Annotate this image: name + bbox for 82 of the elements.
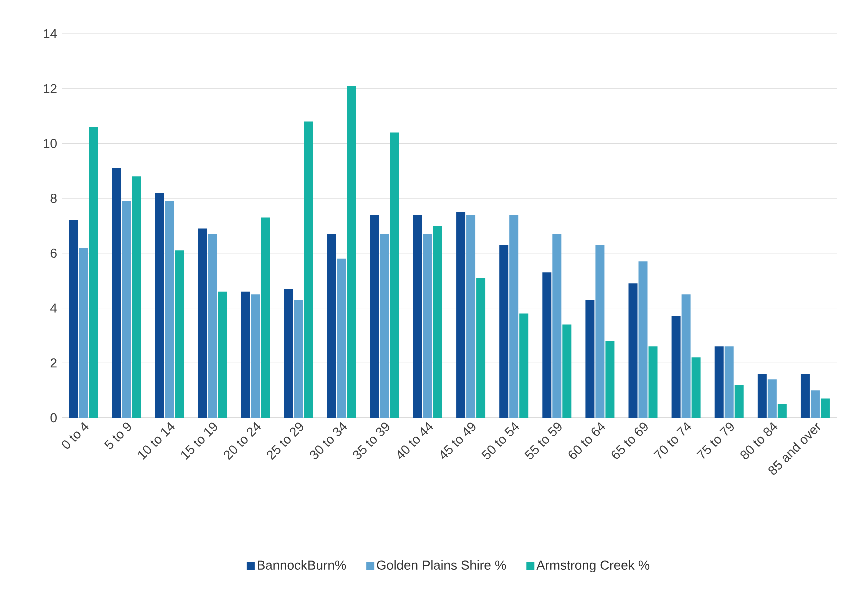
bar (423, 234, 432, 418)
bar (112, 168, 122, 418)
bar (778, 404, 787, 418)
x-tick-label: 30 to 34 (310, 422, 348, 460)
bar (466, 215, 476, 418)
bar (476, 278, 486, 418)
y-tick-label: 2 (50, 358, 57, 368)
bar (165, 201, 174, 418)
bar (606, 341, 615, 418)
y-tick-label: 6 (50, 248, 57, 258)
x-tick-label: 5 to 9 (104, 422, 132, 450)
bar (596, 245, 605, 418)
bar (198, 228, 208, 418)
bar (337, 258, 346, 418)
bar (628, 284, 638, 418)
x-tick-label: 75 to 79 (696, 422, 734, 460)
y-tick-label: 14 (44, 30, 58, 38)
bar (648, 346, 658, 418)
y-tick-label: 8 (50, 194, 57, 204)
x-tick-label: 35 to 39 (353, 422, 390, 460)
bar (69, 220, 78, 418)
bar (810, 390, 820, 418)
bar (208, 234, 218, 418)
y-tick-label: 10 (44, 139, 57, 148)
y-tick-label: 12 (44, 84, 57, 94)
x-tick-label: 60 to 64 (568, 422, 606, 460)
bar (500, 245, 509, 418)
bar (714, 346, 724, 418)
x-tick-label: 50 to 54 (482, 422, 520, 460)
bar (433, 226, 442, 418)
bar (586, 300, 595, 418)
bar (768, 380, 777, 418)
bar (380, 234, 390, 418)
x-tick-label: 55 to 59 (524, 422, 562, 460)
y-tick-label: 0 (50, 413, 57, 423)
bar (79, 248, 88, 418)
bar (122, 201, 132, 418)
legend-label: Golden Plains Shire % (377, 560, 506, 570)
bar (734, 385, 744, 418)
bar (724, 346, 734, 418)
bar (175, 250, 184, 418)
bar (89, 127, 98, 418)
bar (510, 215, 519, 418)
bar (132, 176, 142, 418)
bar (304, 122, 314, 418)
y-tick-label: 4 (50, 304, 58, 313)
x-tick-label: 0 to 4 (62, 422, 89, 449)
bar (542, 272, 552, 418)
bar (390, 132, 400, 418)
bar (241, 292, 250, 418)
bar (552, 234, 562, 418)
x-tick-label: 40 to 44 (398, 422, 434, 460)
bar (758, 374, 767, 418)
bar (520, 314, 529, 418)
bar (672, 316, 681, 418)
bar (294, 300, 304, 418)
bar (284, 289, 294, 418)
bar (218, 292, 228, 418)
bar (251, 294, 260, 418)
legend-label: Armstrong Creek % (536, 560, 650, 573)
bar (347, 86, 356, 418)
legend-label: BannockBurn% (258, 560, 346, 570)
x-tick-label: 65 to 69 (612, 422, 648, 460)
bar (562, 324, 572, 418)
bar (413, 215, 422, 418)
x-tick-label: 25 to 29 (267, 422, 304, 460)
bar (638, 262, 648, 418)
x-tick-label: 20 to 24 (224, 422, 261, 460)
bar (456, 212, 466, 418)
x-tick-label: 45 to 49 (441, 422, 476, 460)
x-tick-label: 70 to 74 (654, 422, 692, 460)
bar (820, 398, 830, 418)
bar (692, 358, 701, 418)
bar (327, 234, 336, 418)
x-tick-label: 80 to 84 (740, 422, 778, 460)
bar (155, 193, 164, 418)
bar (682, 294, 691, 418)
bar (800, 374, 810, 418)
x-tick-label: 15 to 19 (181, 422, 218, 460)
bar (261, 218, 270, 418)
bar (370, 215, 380, 418)
x-tick-label: 10 to 14 (138, 422, 175, 460)
